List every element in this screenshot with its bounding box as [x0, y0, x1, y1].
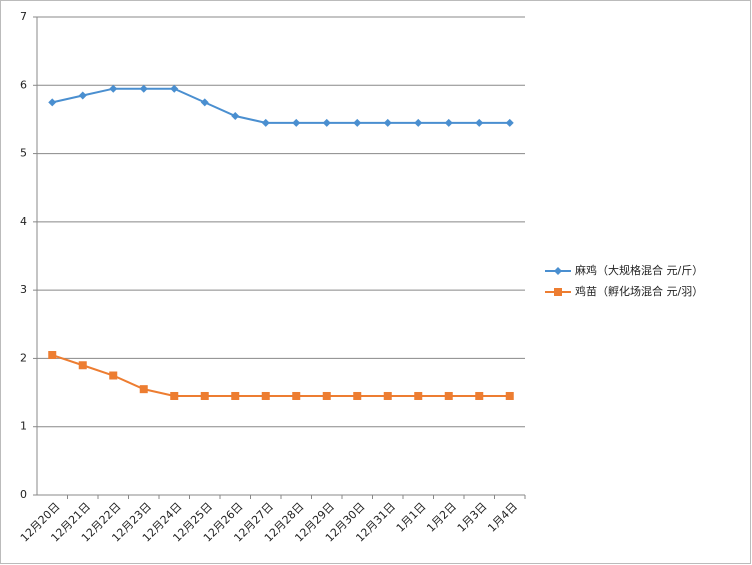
point: [292, 118, 301, 127]
point: [505, 118, 514, 127]
point: [292, 391, 301, 400]
point: [322, 118, 331, 127]
y-tick-label: 7: [20, 10, 27, 23]
y-tick-label: 3: [20, 283, 27, 296]
point: [170, 391, 179, 400]
y-tick-label: 4: [20, 215, 27, 228]
y-tick-label: 0: [20, 488, 27, 501]
series-line: [51, 354, 510, 397]
series-line: [52, 87, 510, 124]
point: [78, 91, 87, 100]
legend-label: 麻鸡（大规格混合 元/斤）: [575, 263, 703, 277]
point: [139, 385, 148, 394]
legend-label: 鸡苗（孵化场混合 元/羽）: [575, 284, 703, 298]
point: [383, 391, 392, 400]
point: [139, 84, 148, 93]
point: [48, 98, 57, 107]
point: [261, 118, 270, 127]
y-tick-label: 2: [20, 351, 27, 364]
point: [414, 118, 423, 127]
point: [383, 118, 392, 127]
point: [109, 84, 118, 93]
point: [200, 391, 209, 400]
point: [78, 361, 87, 370]
point: [48, 351, 57, 360]
point: [170, 84, 179, 93]
point: [322, 391, 331, 400]
point: [475, 391, 484, 400]
point: [109, 371, 118, 380]
point: [505, 391, 514, 400]
point: [444, 118, 453, 127]
point: [200, 98, 209, 107]
y-tick-label: 5: [20, 147, 27, 160]
point: [231, 112, 240, 121]
y-tick-label: 6: [20, 78, 27, 91]
point: [444, 391, 453, 400]
point: [414, 391, 423, 400]
point: [475, 118, 484, 127]
point: [231, 391, 240, 400]
point: [261, 391, 270, 400]
point: [353, 391, 362, 400]
point: [353, 118, 362, 127]
point: [554, 267, 562, 275]
y-tick-label: 1: [20, 420, 27, 433]
point: [554, 288, 562, 296]
